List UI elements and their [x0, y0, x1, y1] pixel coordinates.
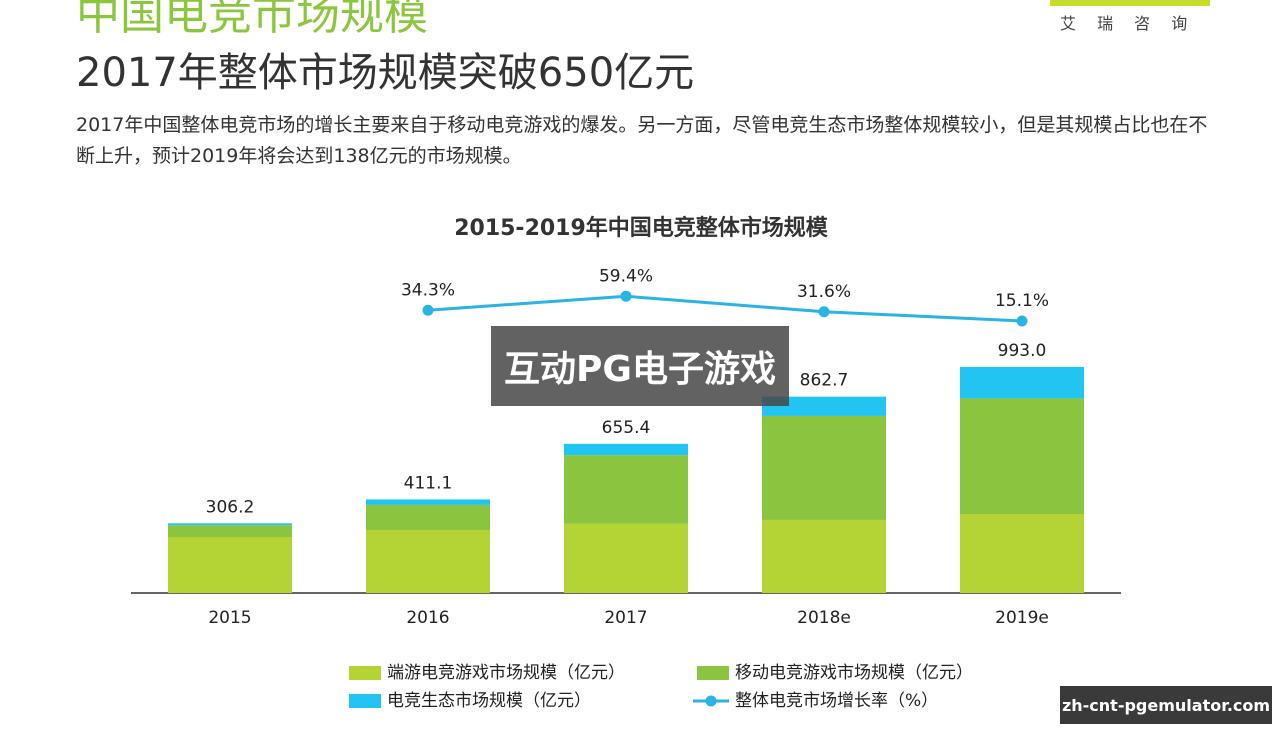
bar-segment: [366, 504, 490, 530]
x-tick-label: 2019e: [995, 608, 1049, 628]
legend-dot: [705, 695, 717, 707]
bar-segment: [168, 523, 292, 526]
logo-bar: [1050, 0, 1210, 6]
x-tick-label: 2016: [406, 608, 449, 628]
bar-segment: [960, 366, 1084, 399]
total-label: 862.7: [800, 371, 849, 391]
page-subtitle: 2017年整体市场规模突破650亿元: [76, 50, 695, 96]
growth-point: [422, 304, 434, 316]
bar-segment: [762, 415, 886, 520]
watermark: 互动PG电子游戏: [491, 326, 789, 406]
paragraph: 2017年中国整体电竞市场的增长主要来自于移动电竞游戏的爆发。另一方面，尽管电竞…: [76, 114, 1208, 167]
growth-label: 59.4%: [599, 266, 653, 286]
bar-segment: [762, 396, 886, 416]
growth-label: 15.1%: [995, 291, 1049, 311]
x-tick-label: 2015: [208, 608, 251, 628]
legend-label: 整体电竞市场增长率（%）: [735, 691, 938, 711]
growth-label: 34.3%: [401, 280, 455, 300]
bar-segment: [366, 499, 490, 505]
bar-segment: [564, 443, 688, 456]
bar-segment: [960, 514, 1084, 593]
bar-segment: [168, 525, 292, 538]
chart-title: 2015-2019年中国电竞整体市场规模: [454, 215, 829, 241]
legend-swatch: [349, 666, 381, 680]
bar-segment: [564, 455, 688, 524]
total-label: 411.1: [404, 473, 453, 493]
bar-segment: [366, 529, 490, 593]
x-tick-label: 2018e: [797, 608, 851, 628]
bar-segment: [762, 519, 886, 593]
legend-label: 移动电竞游戏市场规模（亿元）: [735, 663, 973, 683]
footer: zh-cnt-pgemulator.com: [1060, 686, 1272, 724]
total-label: 306.2: [206, 497, 255, 517]
total-label: 993.0: [998, 341, 1047, 361]
legend-label: 电竞生态市场规模（亿元）: [387, 691, 591, 711]
bar-segment: [168, 537, 292, 593]
bar-segment: [960, 398, 1084, 515]
growth-point: [620, 290, 632, 302]
legend-swatch: [349, 694, 381, 708]
legend-label: 端游电竞游戏市场规模（亿元）: [387, 663, 625, 683]
growth-point: [1016, 315, 1028, 327]
page-title: 中国电竞市场规模: [76, 0, 428, 40]
legend-swatch: [697, 666, 729, 680]
bar-segment: [564, 523, 688, 593]
growth-point: [818, 306, 830, 318]
total-label: 655.4: [602, 418, 651, 438]
growth-line: [427, 294, 1023, 323]
x-tick-label: 2017: [604, 608, 647, 628]
growth-label: 31.6%: [797, 282, 851, 302]
logo: 艾 瑞 咨 询: [1060, 14, 1196, 33]
